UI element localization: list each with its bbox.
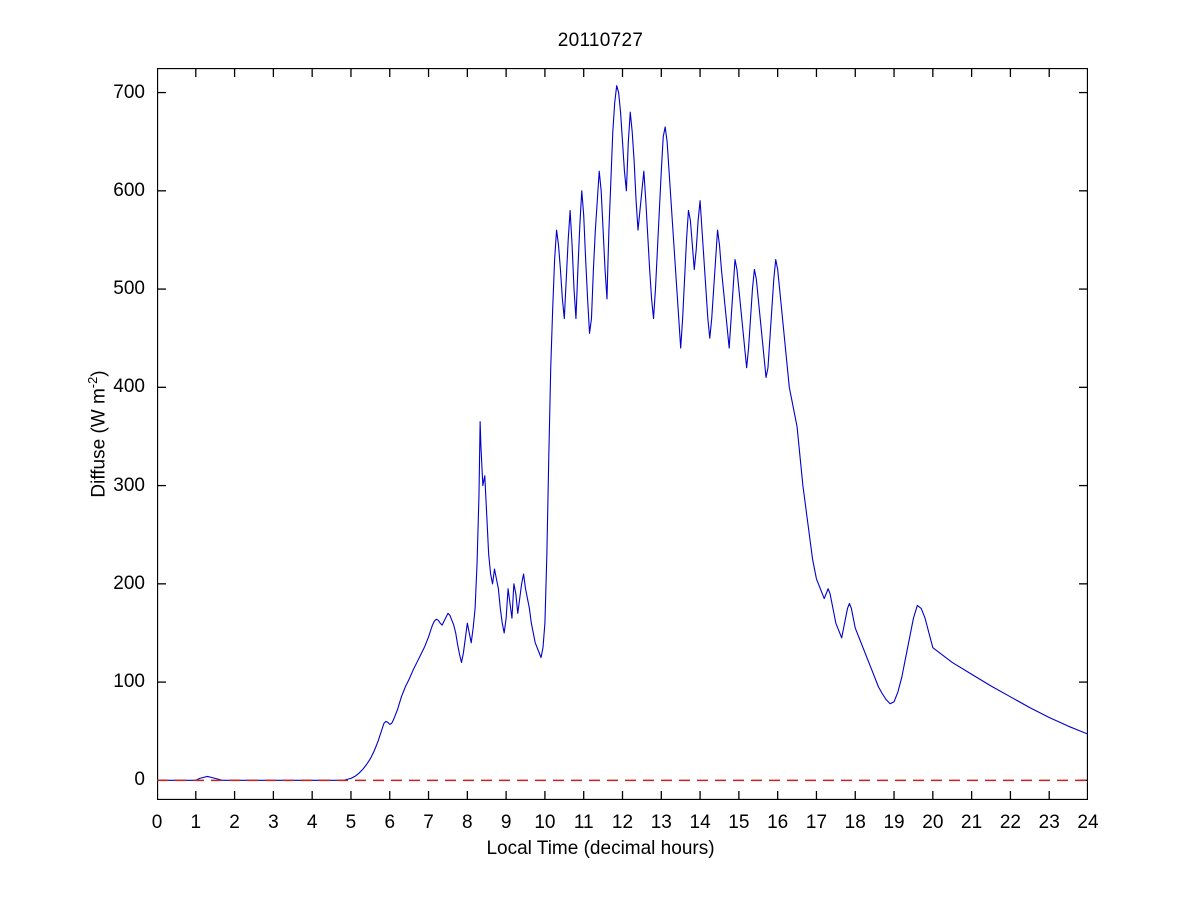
x-axis-label: Local Time (decimal hours) bbox=[486, 838, 715, 859]
x-tick-label: 0 bbox=[151, 812, 163, 833]
y-tick-label: 700 bbox=[113, 81, 145, 103]
x-tick-label: 7 bbox=[423, 812, 434, 833]
x-tick-label: 17 bbox=[805, 812, 828, 833]
x-tick-label: 20 bbox=[922, 812, 944, 833]
x-tick-label: 11 bbox=[573, 812, 594, 833]
x-tick-label: 23 bbox=[1038, 812, 1060, 833]
y-tick-label: 600 bbox=[113, 179, 145, 201]
y-axis-label-text: Diffuse (W m bbox=[88, 388, 110, 498]
plot-svg bbox=[157, 68, 1088, 800]
y-tick-label: 200 bbox=[113, 572, 145, 594]
x-tick-label: 16 bbox=[767, 812, 789, 833]
x-tick-label: 21 bbox=[961, 812, 983, 833]
chart-title: 20110727 bbox=[557, 30, 644, 51]
plot-box-frame bbox=[157, 68, 1088, 800]
series-line-0 bbox=[157, 85, 1088, 781]
y-tick-label: 0 bbox=[134, 769, 145, 791]
x-tick-label: 15 bbox=[728, 812, 750, 833]
x-tick-label: 9 bbox=[500, 812, 512, 833]
x-tick-label: 19 bbox=[883, 812, 905, 833]
x-tick-label: 3 bbox=[268, 812, 279, 833]
x-tick-label: 2 bbox=[229, 812, 240, 833]
y-tick-label: 500 bbox=[113, 278, 145, 300]
y-tick-label: 300 bbox=[113, 474, 145, 496]
y-tick-label: 400 bbox=[113, 376, 145, 398]
x-tick-label: 12 bbox=[611, 812, 634, 833]
x-tick-label: 14 bbox=[689, 812, 711, 833]
x-tick-label: 1 bbox=[190, 812, 202, 833]
x-tick-label: 13 bbox=[650, 812, 672, 833]
x-tick-label: 4 bbox=[306, 812, 318, 833]
y-axis-label: Diffuse (W m-2) bbox=[85, 334, 110, 534]
y-axis-label-exponent: -2 bbox=[85, 376, 100, 389]
x-tick-label: 10 bbox=[534, 812, 556, 833]
x-tick-label: 5 bbox=[345, 812, 357, 833]
x-tick-label: 22 bbox=[999, 812, 1021, 833]
plot-area bbox=[157, 68, 1088, 800]
x-tick-label: 18 bbox=[844, 812, 866, 833]
x-tick-label: 6 bbox=[384, 812, 396, 833]
y-tick-label: 100 bbox=[113, 671, 145, 693]
x-tick-label: 8 bbox=[462, 812, 473, 833]
y-axis-label-tail: ) bbox=[88, 370, 110, 377]
x-tick-label: 24 bbox=[1077, 812, 1099, 833]
